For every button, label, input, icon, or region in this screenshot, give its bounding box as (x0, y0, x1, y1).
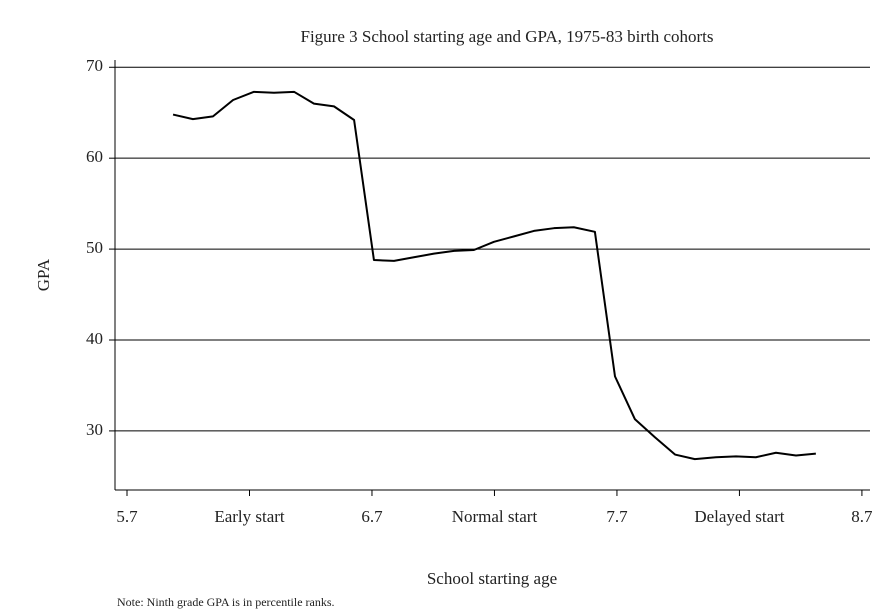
y-tick-label: 60 (86, 147, 103, 166)
line (172, 90, 816, 461)
y-axis-label: GPA (34, 258, 53, 291)
x-tick-label: 5.7 (116, 507, 138, 526)
y-tick-label: 70 (86, 56, 103, 75)
x-tick-label: 8.7 (851, 507, 873, 526)
x-tick-label: Delayed start (694, 507, 784, 526)
note: Note: Ninth grade GPA is in percentile r… (117, 595, 335, 609)
x-axis-label: School starting age (427, 569, 557, 588)
x-tick-label: Normal start (452, 507, 538, 526)
y-tick-label: 30 (86, 420, 103, 439)
x-tick-label: 6.7 (361, 507, 383, 526)
y-tick-label: 50 (86, 238, 103, 257)
x-tick-label: 7.7 (606, 507, 628, 526)
y-tick-label: 40 (86, 329, 103, 348)
chart-title: Figure 3 School starting age and GPA, 19… (301, 27, 714, 46)
x-tick-label: Early start (214, 507, 285, 526)
